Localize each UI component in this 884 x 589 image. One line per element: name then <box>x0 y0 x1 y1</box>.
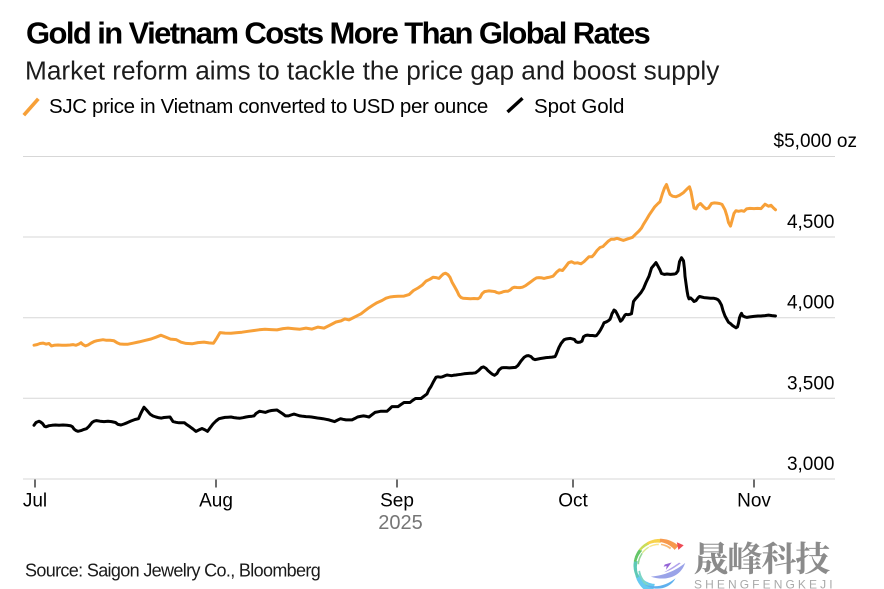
svg-text:3,000: 3,000 <box>787 454 835 475</box>
svg-text:Aug: Aug <box>199 491 233 512</box>
svg-text:4,500: 4,500 <box>787 212 835 233</box>
svg-text:Nov: Nov <box>737 491 771 512</box>
svg-text:SHENGFENGKEJI: SHENGFENGKEJI <box>694 578 836 589</box>
svg-text:Gold in Vietnam Costs More Tha: Gold in Vietnam Costs More Than Global R… <box>26 16 650 51</box>
svg-text:4,000: 4,000 <box>787 293 835 314</box>
svg-text:Source: Saigon Jewelry Co., Bl: Source: Saigon Jewelry Co., Bloomberg <box>25 560 320 580</box>
svg-text:Oct: Oct <box>558 491 588 512</box>
svg-text:SJC price in Vietnam converted: SJC price in Vietnam converted to USD pe… <box>49 95 488 118</box>
svg-text:Jul: Jul <box>23 491 47 512</box>
svg-text:2025: 2025 <box>378 512 423 534</box>
svg-text:$5,000 oz: $5,000 oz <box>774 131 857 152</box>
svg-text:Sep: Sep <box>380 491 414 512</box>
svg-text:Spot Gold: Spot Gold <box>534 95 624 118</box>
svg-text:3,500: 3,500 <box>787 373 835 394</box>
svg-text:Market reform aims to tackle t: Market reform aims to tackle the price g… <box>25 56 720 86</box>
